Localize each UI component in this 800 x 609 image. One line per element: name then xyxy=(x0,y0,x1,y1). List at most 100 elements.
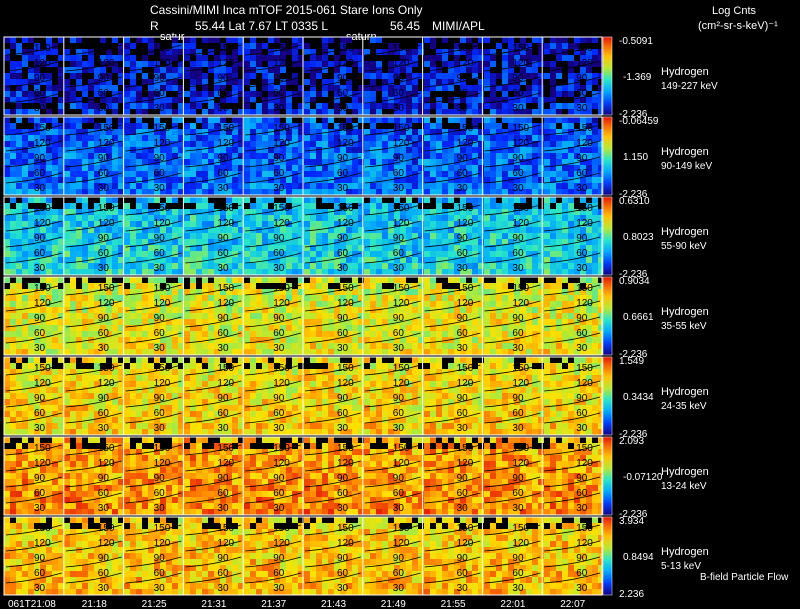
pixel xyxy=(106,189,112,195)
pixel xyxy=(148,263,154,269)
pixel xyxy=(430,103,436,109)
pixel xyxy=(64,319,70,325)
pixel xyxy=(220,85,226,91)
pixel xyxy=(520,165,526,171)
pixel xyxy=(382,189,388,195)
pixel xyxy=(496,135,502,141)
pixel xyxy=(184,129,190,135)
pixel xyxy=(490,73,496,79)
pixel xyxy=(58,343,64,349)
pixel xyxy=(130,313,136,319)
pixel xyxy=(118,289,124,295)
contour-label: 150 xyxy=(576,203,593,214)
pixel xyxy=(406,129,412,135)
pixel xyxy=(178,343,184,349)
pixel xyxy=(472,277,478,283)
pixel xyxy=(394,135,400,141)
pixel xyxy=(340,245,346,251)
pixel xyxy=(262,239,268,245)
pixel xyxy=(112,147,118,153)
pixel xyxy=(424,307,430,313)
pixel xyxy=(358,301,364,307)
pixel xyxy=(478,277,484,283)
pixel xyxy=(358,147,364,153)
pixel xyxy=(244,319,250,325)
pixel xyxy=(292,233,298,239)
pixel xyxy=(340,189,346,195)
pixel xyxy=(424,159,430,165)
pixel xyxy=(478,289,484,295)
pixel xyxy=(16,171,22,177)
pixel xyxy=(442,147,448,153)
pixel xyxy=(256,91,262,97)
pixel xyxy=(322,295,328,301)
pixel xyxy=(262,79,268,85)
pixel xyxy=(370,331,376,337)
pixel xyxy=(232,97,238,103)
pixel xyxy=(382,331,388,337)
pixel xyxy=(262,245,268,251)
pixel xyxy=(58,295,64,301)
pixel xyxy=(418,307,424,313)
pixel xyxy=(526,295,532,301)
pixel xyxy=(580,245,586,251)
pixel xyxy=(238,209,244,215)
pixel xyxy=(316,325,322,331)
pixel xyxy=(478,263,484,269)
pixel xyxy=(562,183,568,189)
pixel xyxy=(478,109,484,115)
contour-label: 90 xyxy=(273,233,285,244)
contour-line xyxy=(484,76,541,88)
pixel xyxy=(226,203,232,209)
pixel xyxy=(496,159,502,165)
pixel xyxy=(238,301,244,307)
pixel xyxy=(172,349,178,355)
pixel xyxy=(484,349,490,355)
pixel xyxy=(280,85,286,91)
pixel xyxy=(46,319,52,325)
pixel xyxy=(514,103,520,109)
pixel xyxy=(466,189,472,195)
pixel xyxy=(10,289,16,295)
pixel xyxy=(472,183,478,189)
pixel xyxy=(376,129,382,135)
pixel xyxy=(484,283,490,289)
pixel xyxy=(16,295,22,301)
pixel xyxy=(118,67,124,73)
pixel xyxy=(454,147,460,153)
pixel xyxy=(46,189,52,195)
pixel xyxy=(532,349,538,355)
pixel xyxy=(478,183,484,189)
pixel xyxy=(70,55,76,61)
pixel xyxy=(172,251,178,257)
pixel xyxy=(382,337,388,343)
pixel xyxy=(232,67,238,73)
pixel xyxy=(304,343,310,349)
pixel xyxy=(28,301,34,307)
pixel xyxy=(196,159,202,165)
pixel xyxy=(460,37,466,43)
pixel xyxy=(424,277,430,283)
pixel xyxy=(10,251,16,257)
pixel xyxy=(88,159,94,165)
contour-label: 30 xyxy=(512,103,524,114)
pixel xyxy=(358,189,364,195)
pixel xyxy=(52,129,58,135)
pixel xyxy=(280,135,286,141)
contour-line xyxy=(125,156,182,168)
pixel xyxy=(286,319,292,325)
pixel xyxy=(580,197,586,203)
pixel xyxy=(52,159,58,165)
pixel xyxy=(184,67,190,73)
pixel xyxy=(502,55,508,61)
pixel xyxy=(94,263,100,269)
contour-line xyxy=(65,284,122,296)
pixel xyxy=(142,257,148,263)
pixel xyxy=(478,103,484,109)
pixel xyxy=(466,67,472,73)
pixel xyxy=(514,153,520,159)
pixel xyxy=(124,301,130,307)
pixel xyxy=(328,117,334,123)
pixel xyxy=(364,245,370,251)
pixel xyxy=(22,197,28,203)
